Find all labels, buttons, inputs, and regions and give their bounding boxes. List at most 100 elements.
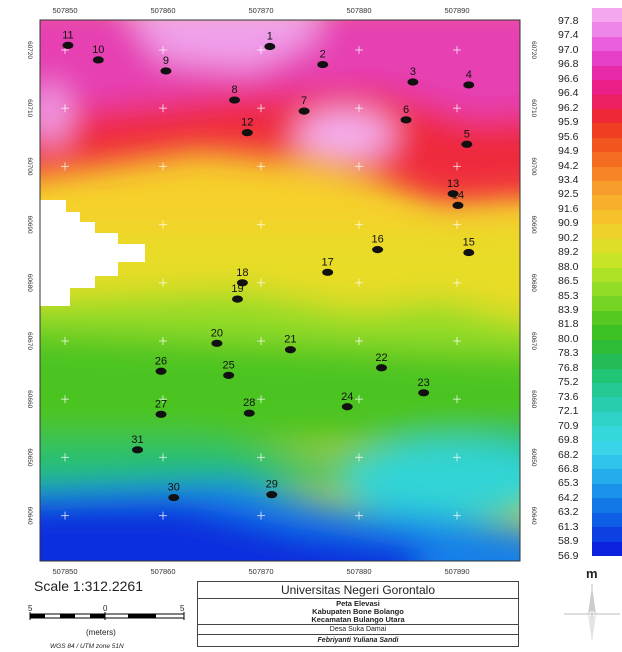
sample-point-marker [264, 42, 276, 51]
legend-level: 66.8 [558, 462, 579, 475]
legend-level: 63.2 [558, 506, 579, 519]
sample-point-marker [317, 60, 329, 69]
legend-level: 86.5 [558, 275, 579, 288]
scale-text: Scale 1:312.2261 [34, 578, 143, 594]
map-grid [61, 46, 461, 520]
scale-tick-left: 5 [28, 604, 33, 613]
sample-point-label: 13 [447, 178, 459, 190]
y-coordinate-label: 60680 [26, 274, 33, 292]
legend-swatch [592, 166, 622, 182]
x-coordinate-label: 507860 [150, 6, 175, 15]
legend-swatch [592, 512, 622, 528]
y-coordinate-label: 60640 [26, 507, 33, 525]
village-name: Desa Suka Damai [198, 625, 518, 635]
legend-level: 97.4 [558, 29, 579, 42]
legend-level: 70.9 [558, 419, 579, 432]
legend-swatch [592, 397, 622, 413]
x-coordinate-label: 507850 [52, 6, 77, 15]
y-coordinate-label: 60660 [530, 390, 537, 408]
sample-point-marker [229, 96, 241, 104]
legend-swatch [592, 36, 622, 52]
sample-point-marker [447, 190, 459, 198]
sample-point-marker [231, 295, 243, 303]
legend-swatch [592, 296, 622, 312]
legend-swatch [592, 527, 622, 543]
legend-swatch [592, 65, 622, 81]
sample-point-label: 20 [211, 327, 223, 339]
legend-level: 64.2 [558, 491, 579, 504]
legend-level: 96.8 [558, 58, 579, 71]
sample-point-marker [243, 409, 255, 417]
legend-level: 68.2 [558, 448, 579, 461]
sample-point-label: 4 [466, 69, 472, 81]
legend-level: 93.4 [558, 173, 579, 186]
legend-swatch [592, 22, 622, 38]
sample-point-label: 7 [301, 95, 307, 107]
sample-point-label: 15 [463, 237, 475, 249]
x-coordinate-label: 507880 [346, 567, 371, 575]
x-coordinate-label: 507890 [444, 567, 469, 575]
legend-level: 69.8 [558, 434, 579, 447]
legend-level: 83.9 [558, 304, 579, 316]
legend-level: 75.2 [558, 376, 579, 389]
legend-swatch [592, 137, 622, 153]
sample-point-label: 6 [403, 104, 409, 116]
sample-point-marker [62, 41, 74, 49]
legend-level: 81.8 [558, 318, 579, 331]
sample-point-label: 9 [163, 55, 169, 67]
sample-point-marker [400, 116, 412, 124]
coordinate-labels: 507850 507850 507860 507860 507870 507870 5078… [26, 6, 537, 575]
legend-swatch [592, 541, 622, 557]
x-coordinate-label: 507890 [444, 6, 469, 15]
sample-point-label: 18 [236, 267, 248, 279]
sample-point-marker [341, 403, 353, 411]
legend-level: 88.0 [558, 260, 579, 273]
legend-swatch [592, 354, 622, 369]
sample-point-label: 23 [418, 377, 430, 389]
y-coordinate-label: 60640 [530, 507, 537, 525]
legend-swatch [592, 224, 622, 240]
legend-level: 80.0 [558, 332, 579, 345]
university-name: Universitas Negeri Gorontalo [198, 582, 518, 599]
sample-point-marker [463, 248, 475, 257]
sample-point-marker [266, 491, 278, 499]
sample-point-marker [376, 364, 388, 372]
scale-unit: (meters) [86, 628, 116, 637]
legend-level: 97.8 [558, 15, 579, 27]
sample-point-marker [372, 246, 384, 254]
legend-level: 91.6 [558, 202, 579, 215]
y-coordinate-label: 60700 [26, 157, 33, 175]
legend-swatch [592, 411, 622, 427]
sample-point-label: 22 [375, 352, 387, 364]
legend-swatch [592, 181, 622, 196]
sample-point-label: 21 [284, 334, 296, 346]
legend-swatch [592, 426, 622, 442]
sample-point-label: 17 [322, 256, 334, 268]
x-coordinate-label: 507860 [150, 567, 175, 575]
legend-swatch [592, 94, 622, 110]
sample-point-marker [223, 371, 235, 379]
y-coordinate-label: 60710 [26, 99, 33, 117]
y-coordinate-label: 60690 [530, 216, 537, 234]
sample-point-label: 3 [410, 66, 416, 78]
legend-swatch [592, 498, 622, 514]
y-coordinate-label: 60670 [26, 332, 33, 350]
legend-swatch [592, 282, 622, 297]
legend-level: 94.9 [558, 145, 579, 158]
legend-swatch [592, 368, 622, 384]
sample-point-label: 30 [168, 482, 180, 494]
y-coordinate-label: 60680 [530, 274, 537, 292]
elevation-map: 123 4567891011121314151617181920212223242… [26, 6, 537, 575]
legend-level: 58.9 [558, 535, 579, 548]
scale-tick-right: 5 [180, 604, 185, 613]
y-coordinate-label: 60650 [530, 448, 537, 466]
sample-point-marker [284, 346, 296, 354]
scale-tick-zero: 0 [103, 604, 108, 613]
sample-point-marker [418, 389, 430, 397]
legend-level: 96.4 [558, 87, 579, 100]
sample-point-label: 2 [320, 49, 326, 61]
sample-point-label: 25 [223, 359, 235, 371]
x-coordinate-label: 507880 [346, 6, 371, 15]
sample-point-label: 11 [62, 29, 73, 41]
x-coordinate-label: 507870 [248, 567, 273, 575]
